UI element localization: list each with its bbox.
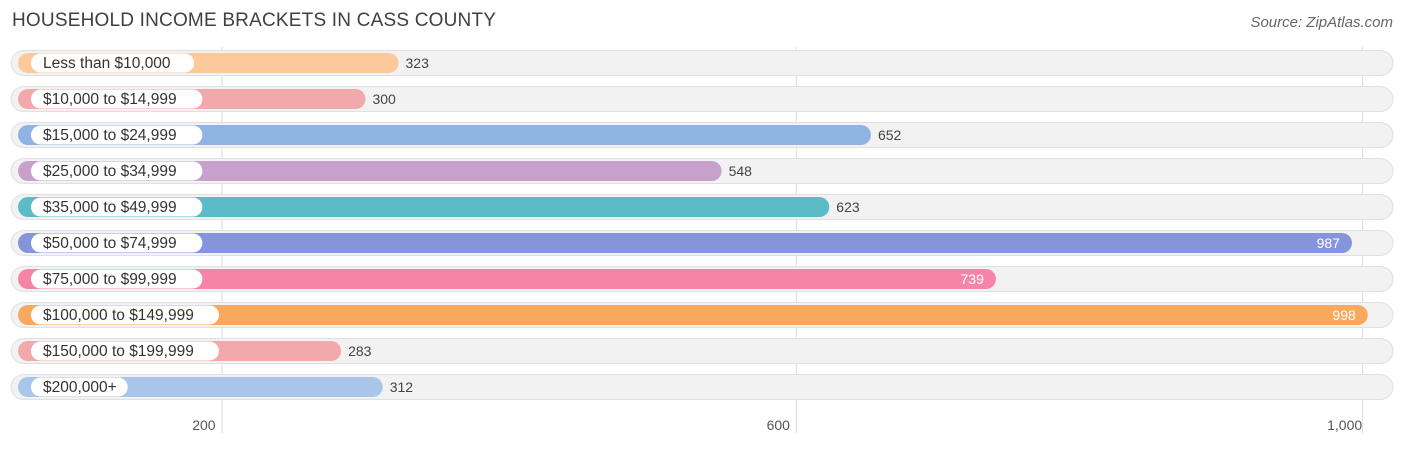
value-label: 987: [1317, 235, 1341, 251]
bar[interactable]: [18, 233, 1352, 253]
bar-row: $10,000 to $14,999 300: [10, 86, 1394, 112]
category-label: $50,000 to $74,999: [43, 235, 177, 252]
value-label: 283: [348, 343, 372, 359]
bar[interactable]: [18, 197, 830, 217]
category-pill: [31, 125, 203, 145]
bar[interactable]: [18, 269, 996, 289]
category-pill: [31, 53, 195, 73]
value-label: 548: [729, 163, 753, 179]
x-tick-label: 1,000: [1327, 417, 1362, 433]
value-label: 739: [961, 271, 985, 287]
bar[interactable]: [18, 125, 871, 145]
category-pill: [31, 377, 128, 397]
category-pill: [31, 305, 219, 325]
bar-track: [10, 338, 1394, 364]
bar-row: $35,000 to $49,999 623: [10, 194, 1394, 220]
value-label: 623: [836, 199, 860, 215]
bar-row: $75,000 to $99,999 739: [10, 266, 1394, 292]
category-label: $75,000 to $99,999: [43, 271, 177, 288]
value-label: 998: [1332, 307, 1356, 323]
category-label: $15,000 to $24,999: [43, 127, 177, 144]
bar-row: $100,000 to $149,999 998: [10, 302, 1394, 328]
category-pill: [31, 161, 203, 181]
category-pill: [31, 269, 203, 289]
chart-title: HOUSEHOLD INCOME BRACKETS IN CASS COUNTY: [12, 10, 497, 31]
source-label: Source: ZipAtlas.com: [1250, 14, 1393, 31]
category-pill: [31, 89, 203, 109]
category-label: $200,000+: [43, 379, 117, 396]
bar-row: $15,000 to $24,999 652: [10, 122, 1394, 148]
bar[interactable]: [18, 305, 1368, 325]
category-pill: [31, 197, 203, 217]
value-label: 323: [406, 55, 430, 71]
category-label: $10,000 to $14,999: [43, 91, 177, 108]
value-label: 312: [390, 379, 414, 395]
bar-row: Less than $10,000 323: [10, 50, 1394, 76]
category-label: $35,000 to $49,999: [43, 199, 177, 216]
category-pill: [31, 233, 203, 253]
category-label: Less than $10,000: [43, 55, 171, 72]
bar-row: $150,000 to $199,999 283: [10, 338, 1394, 364]
x-tick-label: 600: [767, 417, 791, 433]
category-label: $100,000 to $149,999: [43, 307, 194, 324]
value-label: 652: [878, 127, 902, 143]
category-label: $150,000 to $199,999: [43, 343, 194, 360]
category-label: $25,000 to $34,999: [43, 163, 177, 180]
bar-row: $25,000 to $34,999 548: [10, 158, 1394, 184]
category-pill: [31, 341, 219, 361]
bar-row: $200,000+ 312: [10, 374, 1394, 400]
x-tick-label: 200: [192, 417, 216, 433]
bar-row: $50,000 to $74,999 987: [10, 230, 1394, 256]
value-label: 300: [372, 91, 396, 107]
